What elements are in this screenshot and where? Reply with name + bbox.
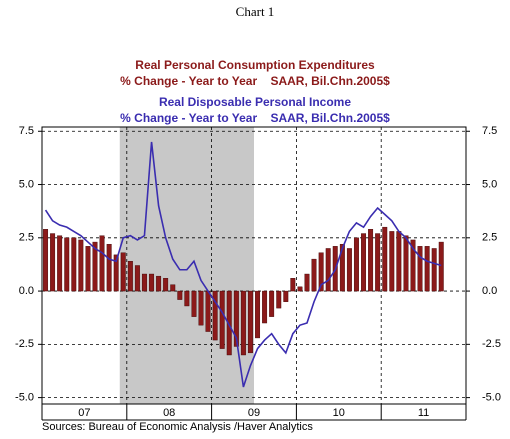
recession-shade: [119, 127, 254, 404]
bar: [78, 239, 84, 292]
bar: [127, 261, 133, 292]
bar: [361, 233, 367, 292]
bar: [57, 235, 63, 292]
y-tick-label: -5.0: [15, 392, 34, 404]
bar: [170, 284, 176, 292]
bar: [353, 237, 359, 292]
bar: [431, 248, 437, 292]
bar: [410, 239, 416, 292]
bar: [64, 237, 70, 292]
line: [44, 141, 442, 388]
bar: [177, 290, 183, 300]
bar: [141, 273, 147, 292]
bar: [262, 290, 268, 324]
bar: [417, 246, 423, 292]
y2-tick-label: 0.0: [482, 285, 497, 297]
bar: [255, 290, 261, 339]
bar: [43, 229, 49, 292]
bar: [346, 248, 352, 292]
bar: [389, 231, 395, 292]
y2-tick-label: -5.0: [482, 392, 501, 404]
bar: [276, 290, 282, 309]
bar: [120, 252, 126, 292]
bar: [85, 246, 91, 292]
y-tick-label: -2.5: [15, 338, 34, 350]
y-tick-label: 7.5: [19, 125, 34, 137]
bar: [375, 233, 381, 292]
legend-units: % Change - Year to Year SAAR, Bil.Chn.20…: [120, 74, 390, 88]
y-tick-label: 2.5: [19, 232, 34, 244]
bar: [290, 278, 296, 292]
bar: [247, 290, 253, 354]
y-tick-label: 5.0: [19, 178, 34, 190]
bar: [368, 229, 374, 292]
legend-name: Real Disposable Personal Income: [159, 95, 351, 109]
y2-tick-label: 7.5: [482, 125, 497, 137]
bar: [226, 290, 232, 356]
y2-tick-label: 2.5: [482, 232, 497, 244]
bar: [149, 273, 155, 292]
bar: [113, 254, 119, 292]
bar: [311, 258, 317, 292]
bar: [50, 233, 56, 292]
x-tick-label: 07: [78, 407, 90, 419]
bar: [71, 237, 77, 292]
bar: [339, 243, 345, 292]
y2-tick-label: -2.5: [482, 338, 501, 350]
bar: [184, 290, 190, 307]
bar: [219, 290, 225, 349]
legend-name: Real Personal Consumption Expenditures: [135, 58, 375, 72]
bar: [106, 243, 112, 292]
bar: [424, 246, 430, 292]
y-tick-label: 0.0: [19, 285, 34, 297]
x-tick-label: 08: [163, 407, 175, 419]
bar: [269, 290, 275, 317]
bar: [233, 290, 239, 347]
bar: [163, 278, 169, 292]
bar: [92, 241, 98, 292]
plot-frame: [41, 126, 467, 405]
legend-units: % Change - Year to Year SAAR, Bil.Chn.20…: [120, 111, 390, 125]
bar: [283, 290, 289, 302]
bar: [99, 235, 105, 292]
y2-tick-label: 5.0: [482, 178, 497, 190]
x-tick-label: 10: [333, 407, 345, 419]
bar: [198, 290, 204, 326]
bar: [318, 252, 324, 292]
bar: [156, 275, 162, 292]
bar: [382, 226, 388, 292]
bar: [438, 241, 444, 292]
bar: [304, 273, 310, 292]
bar: [205, 290, 211, 332]
bar: [240, 290, 246, 356]
x-tick-label: 09: [248, 407, 260, 419]
bar: [297, 286, 303, 292]
bar: [325, 248, 331, 292]
bar: [212, 290, 218, 341]
source: Sources: Bureau of Economic Analysis /Ha…: [42, 421, 313, 433]
bar: [134, 265, 140, 292]
x-tick-label: 11: [418, 407, 429, 419]
bar: [396, 231, 402, 292]
chart-title: Chart 1: [236, 4, 275, 19]
bar: [191, 290, 197, 317]
bar: [403, 235, 409, 292]
